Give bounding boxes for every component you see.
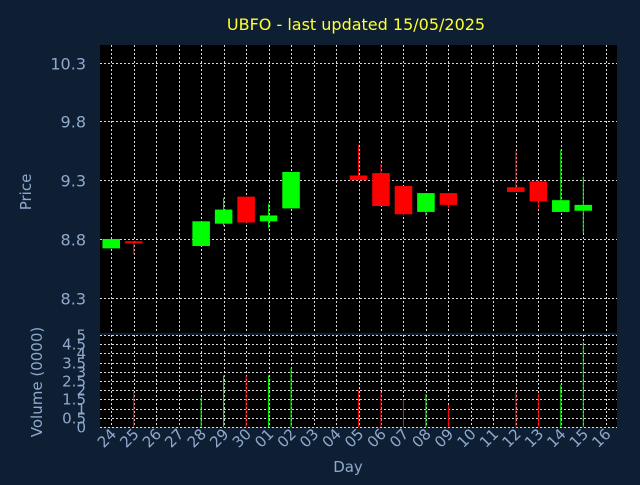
candle-body [192, 221, 210, 247]
volume-tick-label: 4 [76, 345, 86, 363]
price-tick-label: 9.8 [61, 113, 86, 132]
candle-body [439, 193, 458, 205]
volume-tick-label: 3 [76, 364, 86, 382]
volume-tick-label: 2 [76, 382, 86, 400]
volume-tick-label: 2.5 [62, 373, 86, 391]
price-axis-title: Price [17, 174, 35, 211]
candle-body [124, 241, 143, 244]
x-axis-title: Day [333, 458, 363, 476]
candle-body [102, 238, 121, 249]
price-tick-label: 10.3 [50, 55, 86, 74]
price-tick-label: 8.3 [61, 290, 86, 309]
candle-body [372, 173, 390, 207]
volume-tick-label: 0.5 [62, 410, 86, 428]
chart-title: UBFO - last updated 15/05/2025 [227, 15, 485, 34]
price-tick-label: 9.3 [61, 172, 86, 191]
volume-tick-label: 3.5 [62, 355, 86, 373]
volume-tick-label: 5 [76, 327, 86, 345]
candle-body [507, 187, 525, 192]
price-panel: 8.3 8.8 9.3 9.8 10.3 [50, 45, 617, 333]
candle-body [237, 196, 255, 223]
price-tick-label: 8.8 [61, 231, 86, 250]
candle-body [529, 181, 548, 202]
volume-tick-label: 1 [76, 401, 86, 419]
volume-axis-title: Volume (0000) [28, 327, 46, 437]
candle-body [394, 186, 413, 215]
candle-body [574, 204, 593, 211]
candle-body [282, 171, 300, 209]
candle-body [417, 193, 435, 212]
volume-tick-label: 4.5 [62, 336, 86, 354]
candle-body [214, 209, 233, 224]
volume-tick-label: 0 [76, 419, 86, 437]
candle-body [552, 200, 570, 212]
x-axis: 2425262728293001020304050607080910111213… [94, 425, 615, 451]
volume-tick-label: 1.5 [62, 391, 86, 409]
candle-body [259, 215, 278, 222]
candle-body [349, 175, 368, 181]
volume-panel: 00.511.522.533.544.55 [62, 327, 617, 437]
